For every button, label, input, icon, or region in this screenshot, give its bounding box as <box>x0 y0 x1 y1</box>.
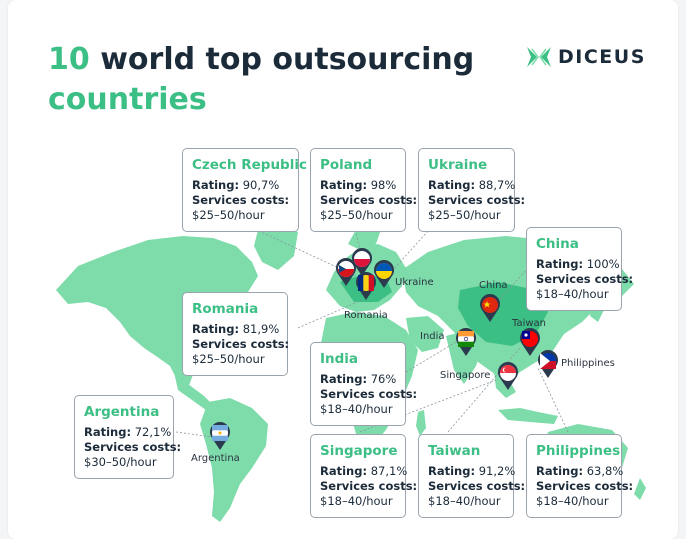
costs-label: Services costs: <box>192 337 290 351</box>
costs-label: Services costs: <box>536 272 634 286</box>
country-name: China <box>536 236 579 252</box>
country-name: Singapore <box>320 443 398 459</box>
diceus-logo-icon <box>527 47 551 67</box>
country-name: Philippines <box>536 443 621 459</box>
map-label-argentina: Argentina <box>191 453 240 464</box>
logo-text: DICEUS <box>558 46 646 68</box>
rating-label: Rating: <box>536 464 584 478</box>
new-zealand <box>634 478 646 500</box>
map-label-china: China <box>479 280 508 291</box>
taiwan-flag-icon <box>520 328 540 356</box>
rating-value: 76% <box>370 372 397 386</box>
country-name: Argentina <box>84 404 160 420</box>
country-card-czech-republic: Czech Republic Rating: 90,7% Services co… <box>182 148 307 232</box>
rating-value: 72,1% <box>134 425 172 439</box>
singapore-flag-icon <box>498 362 518 390</box>
country-card-india: India Rating: 76% Services costs: $18–40… <box>310 342 418 426</box>
rating-label: Rating: <box>192 322 240 336</box>
philippines-flag-icon <box>538 350 558 378</box>
rating-value: 91,2% <box>478 464 516 478</box>
title-line1: world top outsourcing <box>100 42 475 77</box>
india-flag-icon <box>456 328 476 356</box>
costs-value: $18–40/hour <box>320 494 393 508</box>
rating-value: 100% <box>586 257 620 271</box>
romania-flag-icon <box>356 272 376 300</box>
rating-value: 98% <box>370 178 397 192</box>
costs-label: Services costs: <box>428 193 526 207</box>
rating-label: Rating: <box>192 178 240 192</box>
diceus-logo: DICEUS <box>526 46 646 68</box>
argentina-flag-icon <box>210 422 230 450</box>
country-name: Poland <box>320 157 373 173</box>
indonesia <box>498 408 558 424</box>
costs-value: $25–50/hour <box>320 208 393 222</box>
title-line2: countries <box>48 82 207 117</box>
ukraine-flag-icon <box>374 260 394 288</box>
country-name: Taiwan <box>428 443 481 459</box>
rating-label: Rating: <box>428 178 476 192</box>
country-card-singapore: Singapore Rating: 87,1% Services costs: … <box>310 434 418 518</box>
rating-label: Rating: <box>320 464 368 478</box>
map-label-taiwan: Taiwan <box>512 318 547 329</box>
map-label-singapore: Singapore <box>440 370 491 381</box>
map-pins <box>210 248 558 450</box>
costs-value: $25–50/hour <box>192 352 265 366</box>
czech-flag-icon <box>336 258 356 286</box>
greenland <box>254 224 298 270</box>
country-card-argentina: Argentina Rating: 72,1% Services costs: … <box>74 395 182 479</box>
middle-east <box>406 316 444 352</box>
country-name: India <box>320 351 359 367</box>
costs-label: Services costs: <box>192 193 290 207</box>
country-name: Romania <box>192 301 259 317</box>
rating-label: Rating: <box>536 257 584 271</box>
title-number: 10 <box>48 42 90 77</box>
costs-value: $25–50/hour <box>192 208 265 222</box>
page-title: 10 world top outsourcing countries <box>48 40 474 120</box>
costs-value: $30–50/hour <box>84 455 157 469</box>
rating-value: 87,1% <box>370 464 408 478</box>
costs-value: $18–40/hour <box>320 402 393 416</box>
map-label-romania: Romania <box>344 310 388 321</box>
rating-label: Rating: <box>320 178 368 192</box>
country-name: Czech Republic <box>192 157 307 173</box>
costs-value: $18–40/hour <box>428 494 501 508</box>
country-card-romania: Romania Rating: 81,9% Services costs: $2… <box>182 292 290 376</box>
costs-label: Services costs: <box>84 440 182 454</box>
country-name: Ukraine <box>428 157 488 173</box>
map-label-philippines: Philippines <box>561 358 615 369</box>
country-card-china: China Rating: 100% Services costs: $18–4… <box>526 227 634 311</box>
country-card-taiwan: Taiwan Rating: 91,2% Services costs: $18… <box>418 434 526 518</box>
central-america <box>174 372 214 410</box>
map-label-ukraine: Ukraine <box>395 277 434 288</box>
india-land <box>446 330 484 384</box>
rating-label: Rating: <box>320 372 368 386</box>
costs-value: $18–40/hour <box>536 494 609 508</box>
poland-flag-icon <box>352 248 372 276</box>
costs-value: $18–40/hour <box>536 287 609 301</box>
rating-label: Rating: <box>428 464 476 478</box>
rating-value: 81,9% <box>242 322 280 336</box>
country-card-poland: Poland Rating: 98% Services costs: $25–5… <box>310 148 418 232</box>
rating-value: 63,8% <box>586 464 624 478</box>
costs-label: Services costs: <box>428 479 526 493</box>
rating-value: 88,7% <box>478 178 516 192</box>
country-card-ukraine: Ukraine Rating: 88,7% Services costs: $2… <box>418 148 526 232</box>
map-label-india: India <box>420 331 445 342</box>
country-card-philippines: Philippines Rating: 63,8% Services costs… <box>526 434 634 518</box>
china-flag-icon <box>480 294 500 322</box>
costs-label: Services costs: <box>320 193 418 207</box>
infographic: 10 world top outsourcing countries DICEU… <box>8 0 678 539</box>
rating-value: 90,7% <box>242 178 280 192</box>
costs-value: $25–50/hour <box>428 208 501 222</box>
rating-label: Rating: <box>84 425 132 439</box>
costs-label: Services costs: <box>320 387 418 401</box>
madagascar <box>416 410 426 436</box>
costs-label: Services costs: <box>320 479 418 493</box>
costs-label: Services costs: <box>536 479 634 493</box>
